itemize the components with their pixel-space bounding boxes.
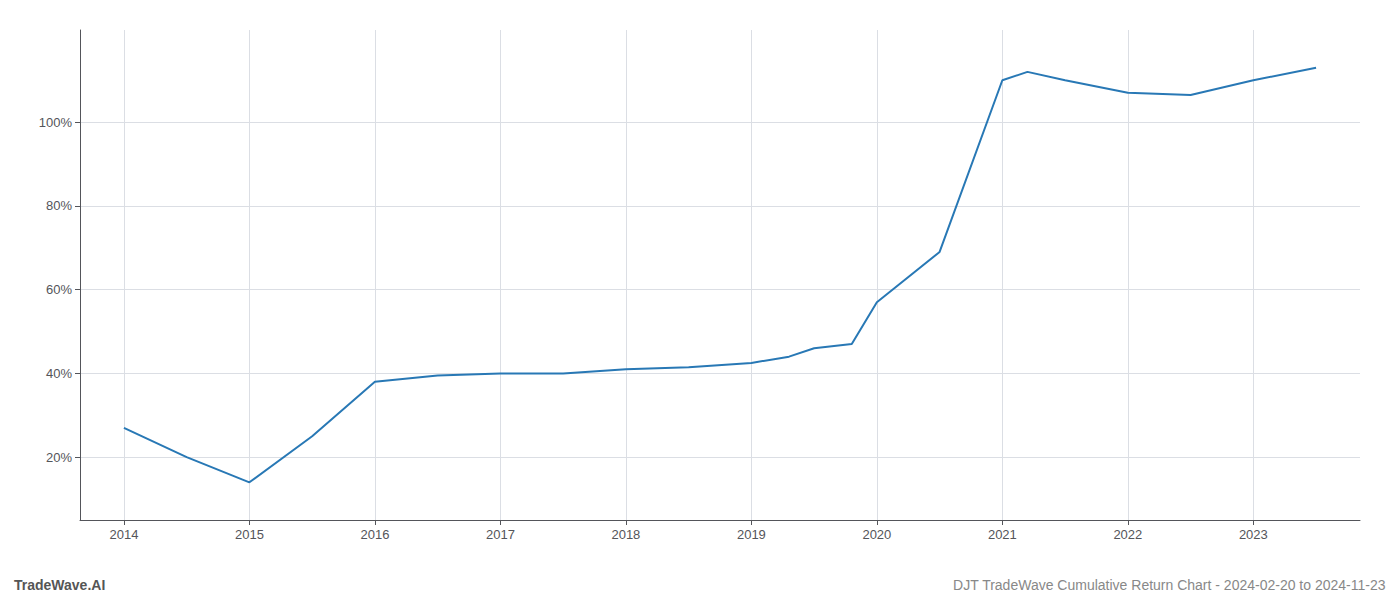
- svg-text:40%: 40%: [46, 366, 72, 381]
- svg-text:80%: 80%: [46, 198, 72, 213]
- svg-text:2019: 2019: [737, 527, 766, 542]
- svg-text:2021: 2021: [988, 527, 1017, 542]
- svg-text:100%: 100%: [39, 115, 73, 130]
- svg-text:20%: 20%: [46, 450, 72, 465]
- svg-text:2015: 2015: [235, 527, 264, 542]
- svg-text:2016: 2016: [360, 527, 389, 542]
- svg-text:2017: 2017: [486, 527, 515, 542]
- svg-text:2014: 2014: [109, 527, 138, 542]
- svg-text:2022: 2022: [1113, 527, 1142, 542]
- svg-text:TradeWave.AI: TradeWave.AI: [14, 577, 105, 593]
- svg-text:DJT TradeWave Cumulative Retur: DJT TradeWave Cumulative Return Chart - …: [953, 577, 1386, 593]
- svg-text:2020: 2020: [862, 527, 891, 542]
- svg-text:2023: 2023: [1239, 527, 1268, 542]
- svg-text:60%: 60%: [46, 282, 72, 297]
- svg-text:2018: 2018: [611, 527, 640, 542]
